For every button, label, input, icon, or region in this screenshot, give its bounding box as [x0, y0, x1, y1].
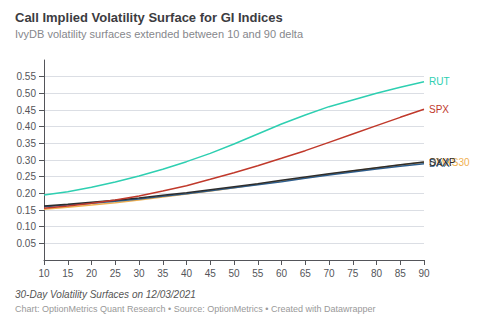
svg-text:75: 75 [347, 268, 359, 279]
svg-text:80: 80 [371, 268, 383, 279]
svg-text:10: 10 [38, 268, 50, 279]
svg-text:30-Day Volatility Surfaces on: 30-Day Volatility Surfaces on 12/03/2021 [15, 289, 196, 300]
svg-text:0.55: 0.55 [17, 71, 37, 82]
svg-text:85: 85 [395, 268, 407, 279]
svg-text:Chart: OptionMetrics Quant Res: Chart: OptionMetrics Quant Research • So… [15, 304, 375, 314]
svg-text:IvyDB volatility surfaces exte: IvyDB volatility surfaces extended betwe… [15, 28, 304, 40]
svg-text:30: 30 [133, 268, 145, 279]
svg-text:0.20: 0.20 [17, 188, 37, 199]
svg-text:Call Implied Volatility Surfac: Call Implied Volatility Surface for GI I… [15, 10, 283, 25]
svg-text:15: 15 [62, 268, 74, 279]
svg-text:RUT: RUT [429, 76, 450, 87]
svg-text:0.05: 0.05 [17, 238, 37, 249]
svg-text:0.50: 0.50 [17, 88, 37, 99]
svg-text:0.15: 0.15 [17, 205, 37, 216]
svg-text:0.40: 0.40 [17, 121, 37, 132]
svg-text:SXXP: SXXP [429, 157, 456, 168]
svg-text:0.45: 0.45 [17, 105, 37, 116]
svg-text:90: 90 [418, 268, 430, 279]
svg-text:65: 65 [300, 268, 312, 279]
svg-text:SPX: SPX [429, 104, 449, 115]
svg-text:70: 70 [323, 268, 335, 279]
svg-text:OMXS30: OMXS30 [429, 157, 470, 168]
svg-text:20: 20 [86, 268, 98, 279]
svg-text:0.35: 0.35 [17, 138, 37, 149]
svg-text:35: 35 [157, 268, 169, 279]
svg-text:55: 55 [252, 268, 264, 279]
svg-text:0.25: 0.25 [17, 171, 37, 182]
svg-text:0.30: 0.30 [17, 155, 37, 166]
svg-text:25: 25 [110, 268, 122, 279]
svg-text:40: 40 [181, 268, 193, 279]
svg-text:45: 45 [205, 268, 217, 279]
svg-text:60: 60 [276, 268, 288, 279]
svg-text:0.10: 0.10 [17, 221, 37, 232]
svg-text:50: 50 [228, 268, 240, 279]
